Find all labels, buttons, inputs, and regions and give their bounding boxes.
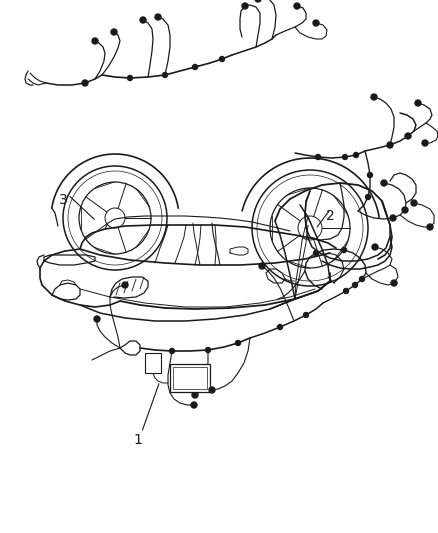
Text: 2: 2 — [326, 209, 335, 223]
Circle shape — [242, 3, 248, 9]
Circle shape — [353, 282, 357, 287]
Circle shape — [170, 349, 174, 353]
Circle shape — [371, 94, 377, 100]
Circle shape — [314, 251, 318, 255]
Circle shape — [343, 155, 347, 159]
Circle shape — [162, 72, 167, 77]
Circle shape — [313, 20, 319, 26]
Circle shape — [111, 29, 117, 35]
Circle shape — [390, 215, 396, 221]
Circle shape — [122, 282, 128, 288]
Circle shape — [405, 133, 411, 139]
Circle shape — [192, 64, 198, 69]
Circle shape — [315, 155, 321, 159]
Circle shape — [387, 142, 393, 148]
Circle shape — [191, 402, 197, 408]
Circle shape — [381, 180, 387, 186]
Text: 1: 1 — [134, 433, 142, 447]
Circle shape — [127, 76, 133, 80]
Bar — [145, 353, 161, 373]
Circle shape — [209, 387, 215, 393]
Circle shape — [365, 195, 371, 199]
Circle shape — [82, 80, 88, 86]
Circle shape — [294, 3, 300, 9]
Circle shape — [353, 152, 358, 157]
Circle shape — [192, 392, 198, 398]
Circle shape — [402, 207, 408, 213]
Circle shape — [259, 263, 265, 269]
Circle shape — [304, 312, 308, 318]
Circle shape — [342, 247, 346, 253]
Circle shape — [155, 14, 161, 20]
Circle shape — [92, 38, 98, 44]
Circle shape — [343, 288, 349, 294]
Circle shape — [278, 325, 283, 329]
Bar — [170, 364, 210, 392]
Circle shape — [391, 280, 397, 286]
Circle shape — [411, 200, 417, 206]
Circle shape — [236, 341, 240, 345]
Circle shape — [367, 173, 372, 177]
Circle shape — [360, 277, 364, 281]
Circle shape — [140, 17, 146, 23]
Text: 3: 3 — [59, 193, 68, 207]
Circle shape — [422, 140, 428, 146]
Circle shape — [255, 0, 261, 2]
Circle shape — [427, 224, 433, 230]
Circle shape — [94, 316, 100, 322]
Circle shape — [219, 56, 225, 61]
Bar — [173, 367, 207, 389]
Circle shape — [415, 100, 421, 106]
Circle shape — [205, 348, 211, 352]
Circle shape — [372, 244, 378, 250]
